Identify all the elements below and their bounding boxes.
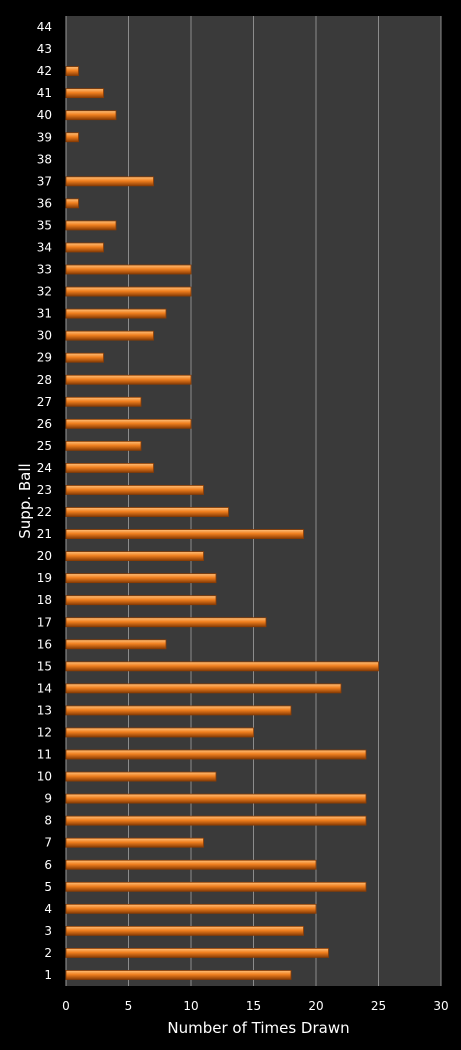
x-tick-label: 20 [308, 999, 323, 1013]
y-tick-label: 36 [37, 196, 52, 210]
y-tick-label: 32 [37, 285, 52, 299]
y-tick-label: 16 [37, 637, 52, 651]
bar-5 [65, 881, 367, 892]
y-tick-label: 1 [44, 968, 52, 982]
bar-18 [65, 595, 217, 606]
y-tick-label: 26 [37, 417, 52, 431]
bars [65, 66, 379, 980]
bar-42 [65, 66, 79, 77]
bar-3 [65, 925, 304, 936]
bar-40 [65, 110, 117, 121]
y-tick-label: 18 [37, 593, 52, 607]
x-axis-title: Number of Times Drawn [167, 1019, 349, 1037]
y-tick-label: 37 [37, 174, 52, 188]
bar-31 [65, 308, 167, 319]
y-tick-label: 40 [37, 108, 52, 122]
bar-19 [65, 573, 217, 584]
y-tick-label: 7 [44, 836, 52, 850]
y-tick-label: 15 [37, 659, 52, 673]
x-tick-label: 25 [371, 999, 386, 1013]
y-tick-label: 34 [37, 240, 52, 254]
y-tick-label: 6 [44, 858, 52, 872]
bar-32 [65, 286, 192, 297]
bar-8 [65, 815, 367, 826]
x-tick-labels: 0 5 10 15 20 25 30 [62, 999, 448, 1013]
bar-23 [65, 485, 204, 495]
y-tick-label: 23 [37, 483, 52, 497]
y-tick-label: 27 [37, 395, 52, 409]
bar-13 [65, 705, 292, 716]
bar-27 [65, 396, 142, 407]
y-tick-label: 19 [37, 571, 52, 585]
y-tick-label: 28 [37, 373, 52, 387]
y-tick-label: 35 [37, 218, 52, 232]
y-tick-label: 30 [37, 329, 52, 343]
y-tick-label: 42 [37, 64, 52, 78]
bar-35 [65, 220, 117, 231]
bar-22 [65, 507, 229, 517]
bar-2 [65, 948, 329, 958]
y-tick-label: 31 [37, 307, 52, 321]
bar-11 [65, 749, 367, 760]
x-tick-label: 15 [246, 999, 261, 1013]
bar-33 [65, 264, 192, 275]
bar-6 [65, 859, 317, 870]
bar-29 [65, 352, 104, 363]
bar-37 [65, 176, 154, 187]
bar-15 [65, 661, 379, 672]
x-tick-label: 0 [62, 999, 70, 1013]
bar-36 [65, 198, 79, 209]
y-tick-label: 10 [37, 770, 52, 784]
bar-1 [65, 970, 292, 980]
bar-14 [65, 683, 342, 694]
y-axis-title: Supp. Ball [16, 463, 34, 538]
x-tick-label: 30 [433, 999, 448, 1013]
bar-10 [65, 771, 217, 782]
y-tick-label: 11 [37, 748, 52, 762]
y-tick-label: 43 [37, 42, 52, 56]
y-tick-label: 44 [37, 20, 52, 34]
bar-21 [65, 529, 304, 539]
y-tick-label: 5 [44, 880, 52, 894]
bar-39 [65, 132, 79, 143]
bar-17 [65, 617, 267, 628]
bar-7 [65, 837, 204, 848]
x-tick-label: 5 [125, 999, 133, 1013]
bar-25 [65, 440, 142, 451]
y-tick-label: 12 [37, 725, 52, 739]
y-tick-label: 3 [44, 924, 52, 938]
y-tick-label: 38 [37, 152, 52, 166]
bar-34 [65, 242, 104, 253]
y-tick-label: 4 [44, 902, 52, 916]
bar-30 [65, 330, 154, 341]
x-tick-label: 10 [183, 999, 198, 1013]
bar-9 [65, 793, 367, 804]
y-tick-label: 9 [44, 792, 52, 806]
y-tick-label: 29 [37, 351, 52, 365]
bar-4 [65, 903, 317, 914]
y-tick-label: 8 [44, 814, 52, 828]
y-tick-label: 17 [37, 615, 52, 629]
y-tick-labels: 1234567891011121314151617181920212223242… [37, 20, 52, 982]
bar-28 [65, 374, 192, 385]
y-tick-label: 13 [37, 703, 52, 717]
bar-24 [65, 463, 154, 473]
y-tick-label: 20 [37, 549, 52, 563]
y-tick-label: 14 [37, 681, 52, 695]
y-tick-label: 39 [37, 130, 52, 144]
bar-20 [65, 551, 204, 562]
y-tick-label: 24 [37, 461, 52, 475]
y-tick-label: 25 [37, 439, 52, 453]
bar-41 [65, 88, 104, 99]
y-tick-label: 21 [37, 527, 52, 541]
y-tick-label: 41 [37, 86, 52, 100]
bar-16 [65, 639, 167, 650]
bar-12 [65, 727, 254, 738]
bar-26 [65, 418, 192, 429]
y-tick-label: 2 [44, 946, 52, 960]
y-tick-label: 22 [37, 505, 52, 519]
y-tick-label: 33 [37, 263, 52, 277]
